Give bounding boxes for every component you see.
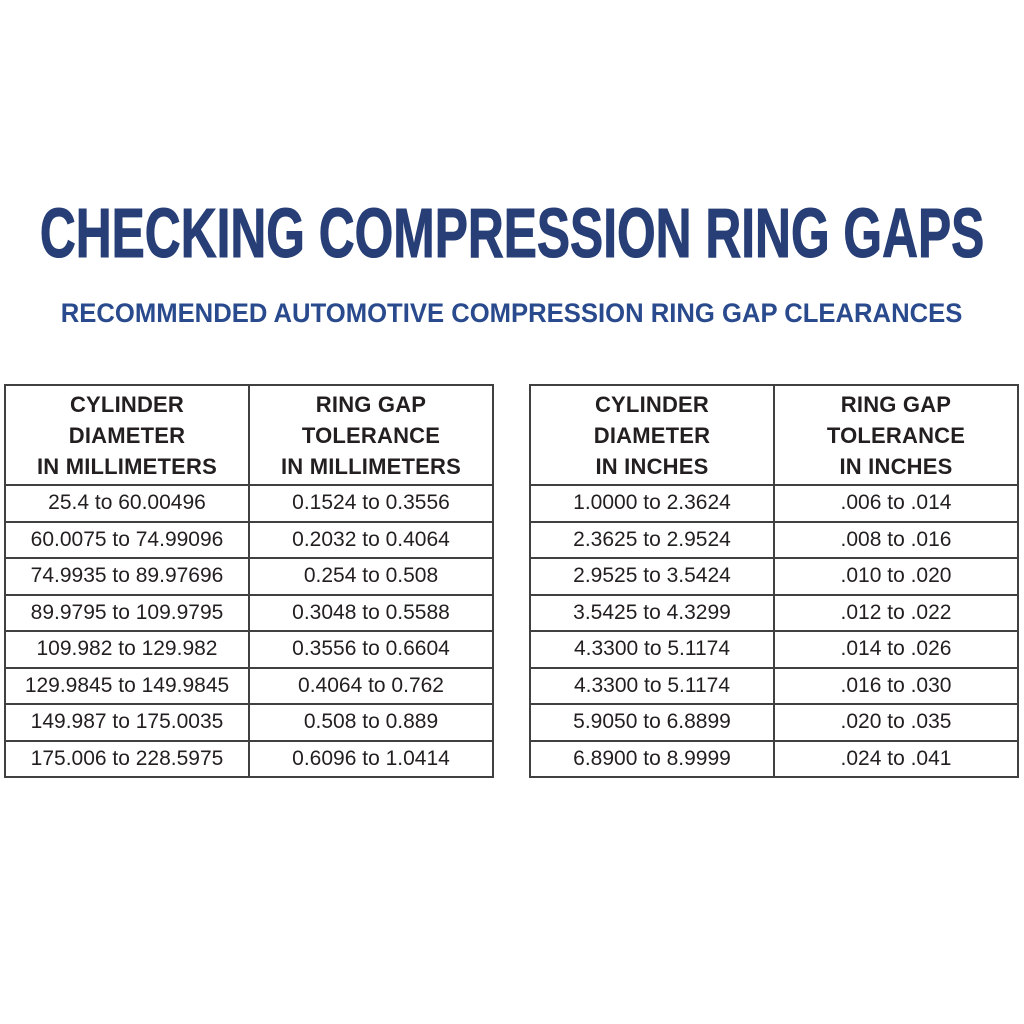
table-row: 175.006 to 228.5975 0.6096 to 1.0414	[4, 739, 494, 778]
ring-gap-table-inches: CYLINDER DIAMETER IN INCHES RING GAP TOLERAN…	[529, 384, 1019, 778]
column-header-line: TOLERANCE	[826, 422, 966, 448]
table-row: 6.8900 to 8.9999.024 to .041	[529, 739, 1019, 778]
table-cell: 25.4 to 60.00496	[4, 484, 250, 523]
table-row: 5.9050 to 6.8899.020 to .035	[529, 703, 1019, 742]
column-header-line: DIAMETER	[593, 422, 711, 448]
column-header-line: RING GAP	[840, 391, 952, 417]
table-cell: 1.0000 to 2.3624	[529, 484, 775, 523]
column-header: CYLINDER DIAMETER IN INCHES	[529, 384, 775, 486]
table-cell: 149.987 to 175.0035	[4, 703, 250, 742]
header-row: CYLINDER DIAMETER IN MILLIMETERS RING GAP TO…	[4, 384, 494, 486]
table-cell: .014 to .026	[773, 630, 1019, 669]
table-row: 129.9845 to 149.9845 0.4064 to 0.762	[4, 666, 494, 705]
table-row: 3.5425 to 4.3299.012 to .022	[529, 593, 1019, 632]
table-cell: 0.508 to 0.889	[248, 703, 494, 742]
table-row: 4.3300 to 5.1174.016 to .030	[529, 666, 1019, 705]
table-cell: 0.254 to 0.508	[248, 557, 494, 596]
table-cell: .024 to .041	[773, 739, 1019, 778]
column-header-line: IN MILLIMETERS	[36, 453, 217, 479]
table-cell: .006 to .014	[773, 484, 1019, 523]
column-header-line: CYLINDER	[594, 391, 710, 417]
table-cell: 74.9935 to 89.97696	[4, 557, 250, 596]
column-header-line: CYLINDER	[69, 391, 185, 417]
table-cell: 0.1524 to 0.3556	[248, 484, 494, 523]
table-cell: 89.9795 to 109.9795	[4, 593, 250, 632]
table-cell: 2.9525 to 3.5424	[529, 557, 775, 596]
column-header-line: RING GAP	[315, 391, 427, 417]
column-header: RING GAP TOLERANCE IN MILLIMETERS	[248, 384, 494, 486]
table-cell: .016 to .030	[773, 666, 1019, 705]
table-cell: .010 to .020	[773, 557, 1019, 596]
table-cell: .008 to .016	[773, 520, 1019, 559]
column-header-line: IN INCHES	[595, 453, 709, 479]
table-cell: 2.3625 to 2.9524	[529, 520, 775, 559]
title-row: CHECKING COMPRESSION RING GAPS	[0, 194, 1024, 272]
table-cell: 4.3300 to 5.1174	[529, 630, 775, 669]
table-cell: .020 to .035	[773, 703, 1019, 742]
table-cell: 0.4064 to 0.762	[248, 666, 494, 705]
table-cell: 175.006 to 228.5975	[4, 739, 250, 778]
column-header: CYLINDER DIAMETER IN MILLIMETERS	[4, 384, 250, 486]
header-row: CYLINDER DIAMETER IN INCHES RING GAP TOLERAN…	[529, 384, 1019, 486]
table-cell: 4.3300 to 5.1174	[529, 666, 775, 705]
table-row: 60.0075 to 74.99096 0.2032 to 0.4064	[4, 520, 494, 559]
table-row: 2.3625 to 2.9524.008 to .016	[529, 520, 1019, 559]
table-cell: 109.982 to 129.982	[4, 630, 250, 669]
column-header-line: IN INCHES	[839, 453, 953, 479]
table-cell: 0.3556 to 0.6604	[248, 630, 494, 669]
ring-gap-table-millimeters: CYLINDER DIAMETER IN MILLIMETERS RING GAP TO…	[4, 384, 494, 778]
column-header-line: IN MILLIMETERS	[280, 453, 461, 479]
table-cell: 6.8900 to 8.9999	[529, 739, 775, 778]
table-row: 1.0000 to 2.3624.006 to .014	[529, 484, 1019, 523]
table-row: 25.4 to 60.00496 0.1524 to 0.3556	[4, 484, 494, 523]
page-subtitle: RECOMMENDED AUTOMOTIVE COMPRESSION RING …	[61, 298, 963, 328]
table-row: 2.9525 to 3.5424.010 to .020	[529, 557, 1019, 596]
table-cell: 0.2032 to 0.4064	[248, 520, 494, 559]
table-cell: 3.5425 to 4.3299	[529, 593, 775, 632]
table-cell: 0.3048 to 0.5588	[248, 593, 494, 632]
table-row: 149.987 to 175.0035 0.508 to 0.889	[4, 703, 494, 742]
table-cell: 5.9050 to 6.8899	[529, 703, 775, 742]
table-cell: 129.9845 to 149.9845	[4, 666, 250, 705]
column-header: RING GAP TOLERANCE IN INCHES	[773, 384, 1019, 486]
table-row: 74.9935 to 89.97696 0.254 to 0.508	[4, 557, 494, 596]
subtitle-row: RECOMMENDED AUTOMOTIVE COMPRESSION RING …	[0, 300, 1024, 327]
table-cell: 0.6096 to 1.0414	[248, 739, 494, 778]
table-row: 4.3300 to 5.1174.014 to .026	[529, 630, 1019, 669]
table-row: 109.982 to 129.982 0.3556 to 0.6604	[4, 630, 494, 669]
table-cell: 60.0075 to 74.99096	[4, 520, 250, 559]
table-cell: .012 to .022	[773, 593, 1019, 632]
page-title: CHECKING COMPRESSION RING GAPS	[39, 194, 985, 272]
column-header-line: TOLERANCE	[301, 422, 441, 448]
table-row: 89.9795 to 109.9795 0.3048 to 0.5588	[4, 593, 494, 632]
column-header-line: DIAMETER	[68, 422, 186, 448]
